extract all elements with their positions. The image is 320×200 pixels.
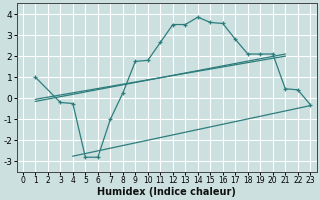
X-axis label: Humidex (Indice chaleur): Humidex (Indice chaleur)	[97, 187, 236, 197]
